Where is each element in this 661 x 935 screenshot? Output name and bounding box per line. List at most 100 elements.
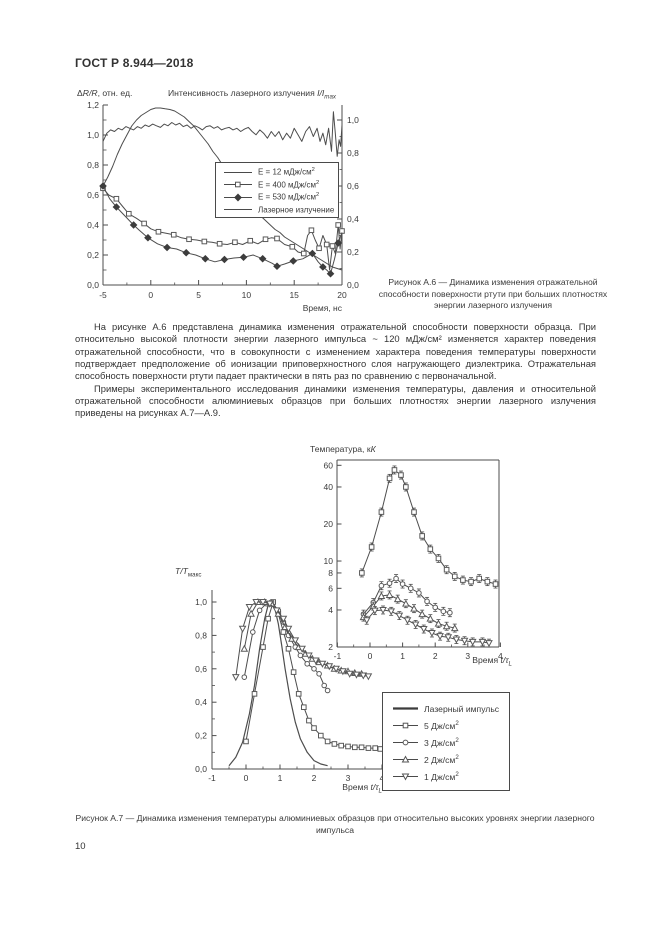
marker-square xyxy=(324,738,331,745)
marker-diamond xyxy=(144,233,152,242)
legend-label: E = 12 мДж/см2 xyxy=(258,167,315,178)
marker-triangle-down xyxy=(238,625,247,633)
legend-square-marker-icon xyxy=(224,181,252,188)
marker-triangle-down xyxy=(468,638,477,646)
tick-label: 0,6 xyxy=(195,664,207,674)
legend-label: Лазерный импульс xyxy=(424,703,500,714)
marker-triangle-down xyxy=(460,637,469,645)
marker-square xyxy=(345,743,351,750)
tick-label: 0,4 xyxy=(347,214,359,224)
marker-diamond xyxy=(112,203,121,211)
legend-circle-marker-icon xyxy=(393,739,418,746)
figure-a6: 0,0 0,2 0,4 0,6 0,8 1,0 1,2 -5 0 5 10 15 20 Время, нс… xyxy=(60,86,395,334)
marker-circle xyxy=(416,590,422,596)
tick-label: -1 xyxy=(334,651,342,661)
marker-diamond xyxy=(163,243,171,252)
a6-right-axis-title-text: Интенсивность лазерного излучения xyxy=(168,88,318,98)
marker-circle xyxy=(241,674,248,680)
marker-square xyxy=(358,744,365,751)
marker-triangle-down xyxy=(345,670,354,678)
marker-triangle-down xyxy=(364,673,373,681)
tick-label: -1 xyxy=(208,773,216,783)
body-text: На рисунке А.6 представлена динамика изм… xyxy=(75,321,596,420)
marker-circle xyxy=(386,580,393,587)
marker-circle xyxy=(393,575,399,582)
marker-square xyxy=(398,472,404,478)
marker-square xyxy=(247,237,254,244)
legend-label: 3 Дж/см2 xyxy=(424,737,459,748)
legend-entry: 1 Дж/см2 xyxy=(392,768,509,785)
marker-square xyxy=(232,239,238,246)
marker-triangle-down xyxy=(452,636,461,644)
marker-square xyxy=(378,509,385,515)
legend-label: E = 530 мДж/см2 xyxy=(258,192,320,203)
marker-square xyxy=(262,236,269,243)
figure-a7-caption: Рисунок А.7 — Динамика изменения темпера… xyxy=(75,813,595,835)
marker-diamond xyxy=(201,254,210,263)
legend-label: 5 Дж/см2 xyxy=(424,720,459,731)
legend-entry: 3 Дж/см2 xyxy=(392,734,509,751)
tick-label: 10 xyxy=(242,290,252,300)
marker-triangle-up xyxy=(402,599,410,607)
tick-label: 0,6 xyxy=(347,181,359,191)
a6-left-axis-title-text: Δ xyxy=(77,88,83,98)
tick-label: 2 xyxy=(312,773,317,783)
tick-label: 0,4 xyxy=(195,697,207,707)
legend-entry: E = 400 мДж/см2 xyxy=(223,179,338,192)
marker-diamond xyxy=(334,239,342,247)
paragraph: На рисунке А.6 представлена динамика изм… xyxy=(75,321,596,382)
marker-square xyxy=(372,745,378,751)
marker-diamond xyxy=(273,262,281,271)
marker-diamond xyxy=(308,249,317,258)
tick-label: 0,0 xyxy=(347,280,359,290)
tick-label: 0,8 xyxy=(87,160,99,170)
marker-diamond xyxy=(99,182,107,190)
marker-triangle-down xyxy=(325,663,334,671)
marker-triangle-up xyxy=(442,622,451,630)
paragraph: Примеры экспериментального исследования … xyxy=(75,382,596,419)
a6-right-axis-title: Интенсивность лазерного излучения I/Imax xyxy=(168,88,336,101)
marker-triangle-down xyxy=(403,617,412,625)
marker-diamond xyxy=(289,257,298,265)
marker-square xyxy=(335,222,341,228)
marker-circle xyxy=(432,604,439,611)
tick-label: 1 xyxy=(400,651,405,661)
legend-entry: E = 530 мДж/см2 xyxy=(223,191,338,204)
marker-square xyxy=(285,645,292,652)
legend-entry: Лазерное излучение xyxy=(223,204,338,217)
tick-label: 15 xyxy=(289,290,299,300)
marker-triangle-up xyxy=(385,590,394,598)
a7-y-axis-title: T/Tмакс xyxy=(175,566,202,579)
marker-square xyxy=(295,691,302,697)
marker-square xyxy=(201,238,208,245)
legend-triangle-up-marker-icon xyxy=(393,755,418,763)
marker-square xyxy=(323,241,330,248)
marker-square xyxy=(391,467,398,473)
marker-triangle-down xyxy=(411,621,420,629)
marker-square xyxy=(265,615,271,622)
tick-label: 0,2 xyxy=(87,250,99,260)
a7-inset-x-axis-title: Время t/τL xyxy=(472,655,512,668)
marker-square xyxy=(251,691,258,697)
a7-x-axis-title: Время t/τL xyxy=(342,782,382,795)
marker-circle xyxy=(324,687,331,694)
marker-diamond xyxy=(319,263,327,271)
legend-entry: 2 Дж/см2 xyxy=(392,751,509,768)
marker-square xyxy=(359,570,365,576)
data-series-line xyxy=(235,601,369,678)
marker-square xyxy=(243,738,249,745)
marker-triangle-up xyxy=(410,604,418,612)
figure-a6-caption: Рисунок А.6 — Динамика изменения отражат… xyxy=(378,277,608,311)
marker-circle xyxy=(316,671,322,677)
marker-square xyxy=(365,745,372,751)
page-number: 10 xyxy=(75,841,86,852)
marker-square xyxy=(289,243,296,250)
marker-diamond xyxy=(258,254,267,263)
marker-triangle-down xyxy=(298,645,306,653)
tick-label: 1,0 xyxy=(195,597,207,607)
tick-label: 4 xyxy=(328,605,333,615)
marker-square xyxy=(141,220,147,227)
legend-label: E = 400 мДж/см2 xyxy=(258,179,320,190)
legend-triangle-down-marker-icon xyxy=(393,773,418,781)
